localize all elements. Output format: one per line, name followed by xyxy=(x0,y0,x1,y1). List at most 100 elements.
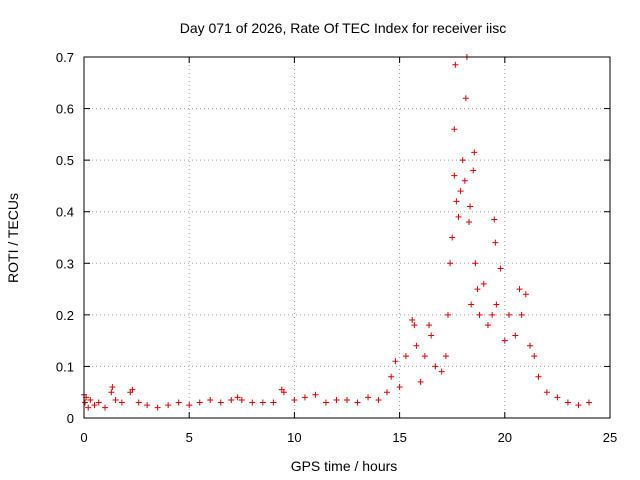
data-point xyxy=(409,317,416,324)
data-point xyxy=(312,391,319,398)
data-point xyxy=(501,337,508,344)
data-point xyxy=(333,396,340,403)
data-point xyxy=(196,399,203,406)
x-tick-label: 0 xyxy=(80,430,87,445)
data-point xyxy=(428,332,435,339)
data-point xyxy=(95,399,102,406)
data-point xyxy=(87,396,94,403)
y-tick-label: 0.5 xyxy=(56,153,74,168)
data-point xyxy=(375,396,382,403)
data-point xyxy=(438,368,445,375)
x-tick-label: 10 xyxy=(287,430,301,445)
data-point xyxy=(489,311,496,318)
data-point xyxy=(154,404,161,411)
data-point xyxy=(129,386,136,393)
plot-frame xyxy=(83,56,611,419)
data-point xyxy=(249,399,256,406)
data-point xyxy=(492,239,499,246)
data-point xyxy=(461,177,468,184)
data-point xyxy=(451,126,458,133)
y-tick-label: 0.1 xyxy=(56,359,74,374)
data-point xyxy=(527,342,534,349)
data-point xyxy=(432,363,439,370)
data-point xyxy=(451,172,458,179)
data-point xyxy=(291,396,298,403)
data-point xyxy=(449,234,456,241)
data-point xyxy=(413,342,420,349)
data-point xyxy=(491,216,498,223)
data-point xyxy=(411,322,418,329)
data-point xyxy=(396,384,403,391)
data-point xyxy=(471,149,478,156)
data-point xyxy=(175,399,182,406)
data-point xyxy=(392,358,399,365)
data-point xyxy=(457,188,464,195)
data-point xyxy=(280,389,287,396)
data-point xyxy=(217,399,224,406)
data-point xyxy=(516,286,523,293)
data-point xyxy=(426,322,433,329)
data-point xyxy=(484,322,491,329)
data-point xyxy=(453,198,460,205)
data-point xyxy=(474,286,481,293)
x-tick-label: 5 xyxy=(186,430,193,445)
data-point xyxy=(322,399,329,406)
data-point xyxy=(467,203,474,210)
data-point xyxy=(531,353,538,360)
x-tick-label: 25 xyxy=(603,430,617,445)
data-point xyxy=(480,280,487,287)
data-point xyxy=(506,311,513,318)
data-point xyxy=(301,394,308,401)
data-point xyxy=(421,353,428,360)
data-point xyxy=(112,396,119,403)
data-point xyxy=(543,389,550,396)
data-point xyxy=(135,399,142,406)
data-points xyxy=(81,54,592,411)
data-point xyxy=(585,399,592,406)
data-point xyxy=(470,167,477,174)
data-point xyxy=(447,260,454,267)
data-point xyxy=(85,404,92,411)
data-point xyxy=(462,95,469,102)
data-point xyxy=(468,301,475,308)
data-point xyxy=(535,373,542,380)
data-point xyxy=(365,394,372,401)
data-point xyxy=(575,402,582,409)
data-point xyxy=(402,353,409,360)
x-tick-label: 20 xyxy=(498,430,512,445)
data-point xyxy=(466,219,473,226)
grid-lines xyxy=(84,57,610,418)
data-point xyxy=(186,402,193,409)
x-tick-label: 15 xyxy=(392,430,406,445)
y-tick-label: 0.3 xyxy=(56,256,74,271)
data-point xyxy=(452,61,459,68)
data-point xyxy=(228,396,235,403)
data-point xyxy=(102,404,109,411)
data-point xyxy=(417,378,424,385)
data-point xyxy=(238,396,245,403)
chart-title: Day 071 of 2026, Rate Of TEC Index for r… xyxy=(180,20,507,36)
y-tick-label: 0.6 xyxy=(56,102,74,117)
data-point xyxy=(554,394,561,401)
y-tick-label: 0.2 xyxy=(56,308,74,323)
data-point xyxy=(259,399,266,406)
data-point xyxy=(270,399,277,406)
data-point xyxy=(207,396,214,403)
data-point xyxy=(91,402,98,409)
data-point xyxy=(476,311,483,318)
data-point xyxy=(442,353,449,360)
data-point xyxy=(472,260,479,267)
y-tick-label: 0.4 xyxy=(56,205,74,220)
data-point xyxy=(564,399,571,406)
x-axis-label: GPS time / hours xyxy=(291,458,398,474)
y-axis-label: ROTI / TECUs xyxy=(5,193,21,283)
data-point xyxy=(108,389,115,396)
data-point xyxy=(518,311,525,318)
data-point xyxy=(444,311,451,318)
data-point xyxy=(455,213,462,220)
y-tick-label: 0 xyxy=(67,411,74,426)
data-point xyxy=(82,399,89,406)
data-point xyxy=(383,389,390,396)
data-point xyxy=(497,265,504,272)
